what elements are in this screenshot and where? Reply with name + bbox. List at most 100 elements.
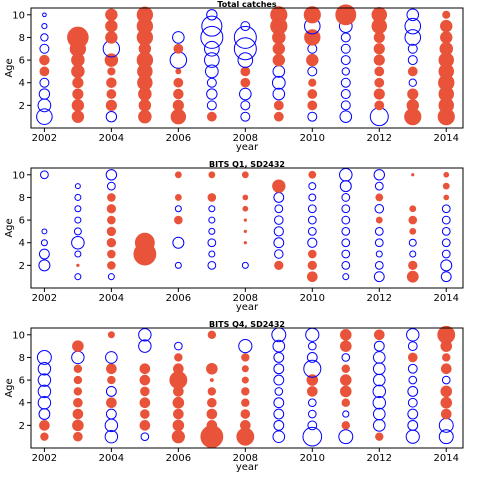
- negative-residual-bubble: [338, 429, 354, 445]
- negative-residual-bubble: [206, 77, 217, 88]
- negative-residual-bubble: [105, 351, 118, 364]
- negative-residual-bubble: [340, 100, 351, 111]
- plot-frame: [30, 167, 464, 289]
- x-tick-label: 2014: [434, 453, 459, 464]
- negative-residual-bubble: [307, 420, 318, 431]
- positive-residual-bubble: [303, 6, 321, 24]
- negative-residual-bubble: [274, 204, 284, 214]
- negative-residual-bubble: [36, 108, 53, 125]
- y-tick-label: 10: [12, 170, 25, 181]
- positive-residual-bubble: [172, 396, 185, 409]
- negative-residual-bubble: [201, 15, 223, 37]
- positive-residual-bubble: [407, 66, 418, 77]
- positive-residual-bubble: [40, 432, 49, 441]
- x-tick-label: 2010: [300, 293, 325, 304]
- positive-residual-bubble: [339, 385, 352, 398]
- negative-residual-bubble: [307, 111, 318, 122]
- positive-residual-bubble: [174, 215, 183, 225]
- positive-residual-bubble: [73, 364, 83, 373]
- negative-residual-bubble: [406, 8, 420, 22]
- negative-residual-bubble: [138, 339, 152, 353]
- x-tick-label: 2006: [166, 293, 191, 304]
- positive-residual-bubble: [335, 4, 357, 26]
- positive-residual-bubble: [240, 77, 251, 88]
- negative-residual-bubble: [37, 373, 52, 387]
- positive-residual-bubble: [170, 108, 187, 125]
- positive-residual-bubble: [139, 420, 151, 431]
- positive-residual-bubble: [173, 43, 184, 54]
- positive-residual-bubble: [408, 215, 418, 225]
- x-tick-label: 2004: [99, 293, 124, 304]
- positive-residual-bubble: [306, 374, 319, 386]
- negative-residual-bubble: [441, 238, 451, 248]
- negative-residual-bubble: [407, 55, 418, 66]
- x-tick-label: 2006: [166, 453, 191, 464]
- x-tick-label: 2002: [32, 133, 57, 144]
- negative-residual-bubble: [40, 33, 49, 42]
- positive-residual-bubble: [73, 387, 83, 396]
- negative-residual-bubble: [342, 273, 350, 281]
- negative-residual-bubble: [307, 409, 317, 419]
- negative-residual-bubble: [172, 31, 185, 44]
- negative-residual-bubble: [207, 260, 217, 270]
- negative-residual-bubble: [272, 65, 286, 78]
- negative-residual-bubble: [105, 110, 118, 123]
- positive-residual-bubble: [273, 100, 284, 111]
- positive-residual-bubble: [206, 362, 218, 375]
- negative-residual-bubble: [440, 271, 452, 283]
- positive-residual-bubble: [437, 325, 456, 344]
- y-tick-label: 2: [19, 101, 25, 112]
- negative-residual-bubble: [372, 407, 386, 421]
- negative-residual-bubble: [271, 327, 287, 343]
- x-tick-label: 2004: [99, 133, 124, 144]
- negative-residual-bubble: [37, 98, 52, 113]
- negative-residual-bubble: [438, 429, 454, 445]
- panel-1: Total catches 2002 2004 2006 2008 2010 2012 201…: [4, 0, 464, 153]
- positive-residual-bubble: [440, 385, 453, 398]
- positive-residual-bubble: [407, 88, 419, 100]
- positive-residual-bubble: [306, 271, 318, 282]
- negative-residual-bubble: [74, 193, 82, 201]
- negative-residual-bubble: [38, 408, 51, 420]
- negative-residual-bubble: [42, 12, 47, 18]
- x-tick-label: 2012: [367, 293, 392, 304]
- positive-residual-bubble: [104, 53, 119, 67]
- positive-residual-bubble: [71, 99, 85, 112]
- positive-residual-bubble: [172, 419, 185, 432]
- positive-residual-bubble: [308, 249, 317, 259]
- positive-residual-bubble: [107, 261, 116, 270]
- panel-title: BITS Q4, SD2432: [209, 320, 285, 329]
- positive-residual-bubble: [304, 29, 321, 46]
- positive-residual-bubble: [243, 241, 247, 245]
- positive-residual-bubble: [406, 99, 419, 112]
- negative-residual-bubble: [104, 418, 119, 433]
- negative-residual-bubble: [206, 9, 218, 21]
- negative-residual-bubble: [37, 396, 52, 410]
- positive-residual-bubble: [440, 19, 453, 33]
- y-tick-label: 8: [19, 353, 25, 364]
- negative-residual-bubble: [140, 432, 150, 441]
- positive-residual-bubble: [105, 19, 118, 33]
- positive-residual-bubble: [105, 8, 118, 21]
- y-axis-label: Age: [4, 218, 15, 237]
- y-tick-label: 8: [19, 33, 25, 44]
- positive-residual-bubble: [105, 31, 118, 44]
- negative-residual-bubble: [408, 78, 417, 87]
- negative-residual-bubble: [339, 110, 353, 123]
- positive-residual-bubble: [341, 398, 351, 407]
- negative-residual-bubble: [233, 37, 257, 61]
- negative-residual-bubble: [104, 429, 119, 444]
- negative-residual-bubble: [273, 192, 285, 203]
- positive-residual-bubble: [442, 182, 450, 190]
- y-tick-label: 6: [19, 376, 25, 387]
- negative-residual-bubble: [440, 259, 453, 272]
- positive-residual-bubble: [39, 66, 50, 77]
- x-tick-label: 2002: [32, 293, 57, 304]
- positive-residual-bubble: [241, 398, 250, 407]
- negative-residual-bubble: [441, 215, 451, 225]
- negative-residual-bubble: [409, 250, 417, 258]
- x-axis-label: year: [236, 462, 259, 473]
- x-tick-label: 2010: [300, 133, 325, 144]
- negative-residual-bubble: [174, 261, 182, 269]
- positive-residual-bubble: [207, 397, 217, 408]
